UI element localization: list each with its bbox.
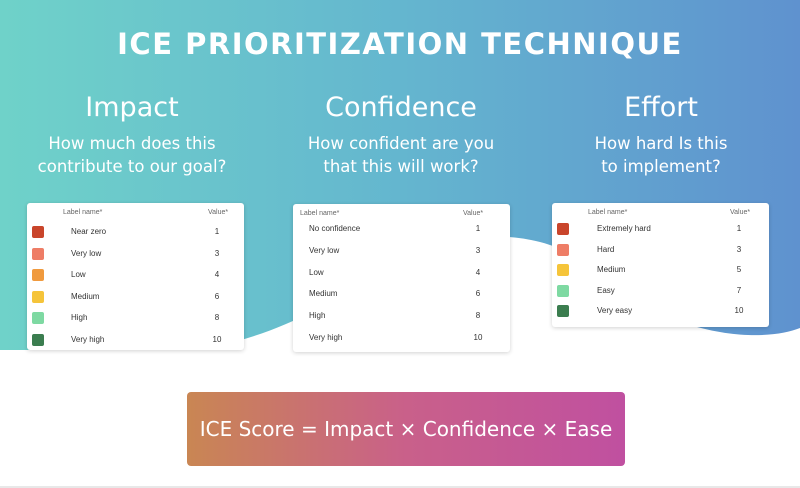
table-row: Medium 6: [27, 288, 244, 306]
effort-question: How hard Is this to implement?: [594, 134, 728, 176]
label-name-header: Label name*: [63, 209, 103, 216]
table-row: Hard 3: [552, 241, 769, 259]
color-swatch: [32, 333, 44, 346]
table-row: Very low 3: [293, 242, 510, 260]
row-value: 8: [214, 313, 220, 322]
impact-column: Impact How much does this contribute to …: [7, 90, 257, 178]
effort-heading: Effort: [624, 92, 698, 123]
table-row: High 8: [293, 307, 510, 325]
table-row: Near zero 1: [27, 223, 244, 241]
table-row: No confidence 1: [293, 220, 510, 238]
row-label: Very low: [71, 248, 102, 258]
confidence-card: Label name* Value* No confidence 1 Very lo…: [293, 204, 510, 352]
row-value: 10: [212, 334, 222, 344]
table-row: High 8: [27, 309, 244, 327]
row-label: Medium: [597, 265, 626, 274]
ice-score-formula: ICE Score = Impact × Confidence × Ease: [187, 392, 625, 466]
row-value: 3: [736, 244, 742, 254]
row-label: High: [71, 313, 88, 322]
value-header: Value*: [463, 210, 484, 217]
table-row: Low 4: [293, 264, 510, 282]
table-row: Extremely hard 1: [552, 220, 769, 238]
page-title: ICE PRIORITIZATION TECHNIQUE: [117, 27, 683, 61]
color-swatch: [32, 226, 44, 238]
row-label: Hard: [597, 244, 615, 254]
color-swatch: [32, 312, 44, 324]
row-value: 4: [475, 267, 481, 277]
divider: [0, 486, 800, 488]
table-row: Very high 10: [27, 331, 244, 349]
color-swatch: [32, 269, 44, 281]
label-name-header: Label name*: [300, 210, 340, 217]
color-swatch: [32, 247, 44, 260]
color-swatch: [557, 284, 569, 297]
row-label: No confidence: [309, 224, 361, 233]
row-label: Easy: [597, 285, 615, 295]
label-name-header: Label name*: [588, 209, 628, 216]
table-row: Very high 10: [293, 329, 510, 347]
impact-heading: Impact: [85, 92, 179, 123]
row-label: High: [309, 311, 326, 321]
impact-card: Label name* Value* Near zero 1 Very low 3 Lo…: [27, 203, 244, 350]
table-row: Medium 6: [293, 285, 510, 303]
row-value: 1: [736, 224, 742, 233]
row-value: 10: [734, 306, 744, 315]
row-label: Medium: [309, 289, 338, 299]
row-label: Very easy: [597, 306, 633, 315]
confidence-column: Confidence How confident are you that th…: [276, 90, 526, 178]
effort-card: Label name* Value* Extremely hard 1 Hard 3 M…: [552, 203, 769, 327]
row-value: 7: [736, 285, 742, 295]
effort-card-header: Label name* Value*: [552, 209, 769, 221]
row-value: 8: [475, 311, 481, 321]
impact-card-header: Label name* Value*: [27, 209, 244, 221]
row-value: 6: [214, 291, 220, 301]
color-swatch: [557, 243, 569, 256]
confidence-heading: Confidence: [325, 92, 477, 123]
row-label: Very high: [309, 333, 343, 342]
row-value: 1: [475, 224, 481, 233]
row-value: 4: [214, 270, 220, 279]
color-swatch: [557, 223, 569, 235]
table-row: Low 4: [27, 266, 244, 284]
value-header: Value*: [208, 209, 229, 216]
row-value: 5: [736, 265, 742, 274]
color-swatch: [32, 290, 44, 303]
color-swatch: [557, 305, 569, 317]
effort-column: Effort How hard Is this to implement?: [536, 90, 786, 178]
row-value: 6: [475, 289, 481, 299]
confidence-question: How confident are you that this will wor…: [307, 134, 495, 176]
color-swatch: [557, 264, 569, 276]
table-row: Easy 7: [552, 282, 769, 300]
row-label: Low: [71, 270, 86, 279]
row-label: Near zero: [71, 227, 107, 236]
row-label: Very low: [309, 245, 340, 255]
row-label: Extremely hard: [597, 224, 651, 233]
row-label: Medium: [71, 291, 100, 301]
row-label: Low: [309, 267, 324, 277]
row-value: 1: [214, 227, 220, 236]
row-value: 3: [214, 248, 220, 258]
table-row: Very easy 10: [552, 302, 769, 320]
value-header: Value*: [730, 209, 751, 216]
row-label: Very high: [71, 334, 105, 344]
confidence-card-header: Label name* Value*: [293, 210, 510, 222]
row-value: 10: [473, 333, 483, 342]
row-value: 3: [475, 245, 481, 255]
table-row: Very low 3: [27, 245, 244, 263]
impact-question: How much does this contribute to our goa…: [37, 134, 227, 176]
table-row: Medium 5: [552, 261, 769, 279]
